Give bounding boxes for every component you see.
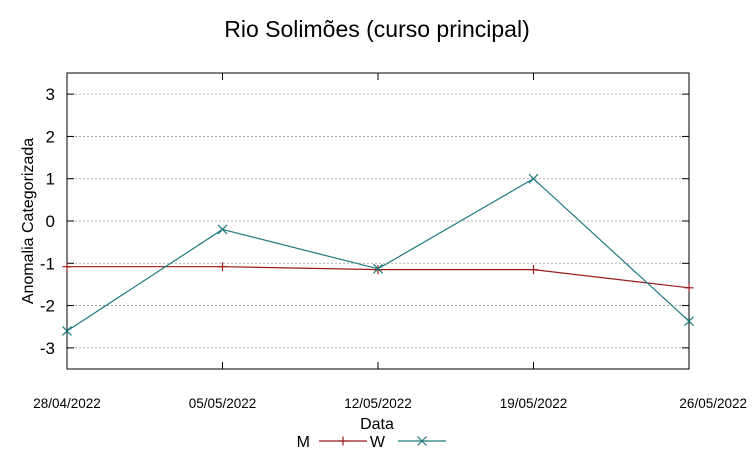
series-line-w xyxy=(66,177,690,332)
data-point-w-d2 xyxy=(62,326,72,336)
data-point-m xyxy=(529,265,538,275)
x-tick-label: 12/05/2022 xyxy=(344,396,412,411)
chart-title: Rio Solimões (curso principal) xyxy=(224,16,530,42)
legend-symbol-w xyxy=(417,436,427,446)
legend-marker-w xyxy=(417,436,427,446)
legend-marker-m xyxy=(338,436,348,446)
data-point-w xyxy=(62,326,72,336)
data-point-m xyxy=(218,262,227,272)
y-tick-label: 1 xyxy=(46,170,55,189)
data-point-m xyxy=(62,262,72,272)
data-point-w-d2 xyxy=(373,263,383,274)
data-point-w xyxy=(217,224,228,235)
data-point-w xyxy=(528,173,539,184)
y-tick-label: 3 xyxy=(46,85,55,104)
legend-label-w: W xyxy=(370,434,386,451)
legend-symbol-w-d2 xyxy=(417,436,427,446)
data-point-w-d2 xyxy=(684,316,694,327)
grid-layer xyxy=(67,93,689,349)
data-point-w xyxy=(684,316,694,327)
x-tick-label: 05/05/2022 xyxy=(189,396,257,411)
x-tick-label: 26/05/2022 xyxy=(679,396,747,411)
series-layer xyxy=(62,173,694,336)
legend: M W xyxy=(297,434,446,451)
y-tick-label: 2 xyxy=(46,127,55,146)
x-tick-label: 28/04/2022 xyxy=(33,396,101,411)
y-tick-label: -2 xyxy=(40,297,55,316)
tick-layer: 3 2 1 0 -1 -2 -3 28/04/2022 05/05/2022 12/05/2022… xyxy=(33,73,747,411)
legend-label-m: M xyxy=(297,434,310,451)
data-point-w-d2 xyxy=(217,224,228,235)
legend-symbol-m xyxy=(338,436,348,446)
y-tick-label: -3 xyxy=(40,339,55,358)
data-point-m xyxy=(684,283,694,293)
y-tick-label: 0 xyxy=(46,212,55,231)
y-tick-label: -1 xyxy=(40,254,55,273)
data-point-w xyxy=(373,263,383,274)
data-point-w-d2 xyxy=(528,173,539,184)
y-axis-label: Anomalia Categorizada xyxy=(20,138,37,304)
x-axis-label: Data xyxy=(360,416,394,433)
x-tick-label: 19/05/2022 xyxy=(500,396,568,411)
